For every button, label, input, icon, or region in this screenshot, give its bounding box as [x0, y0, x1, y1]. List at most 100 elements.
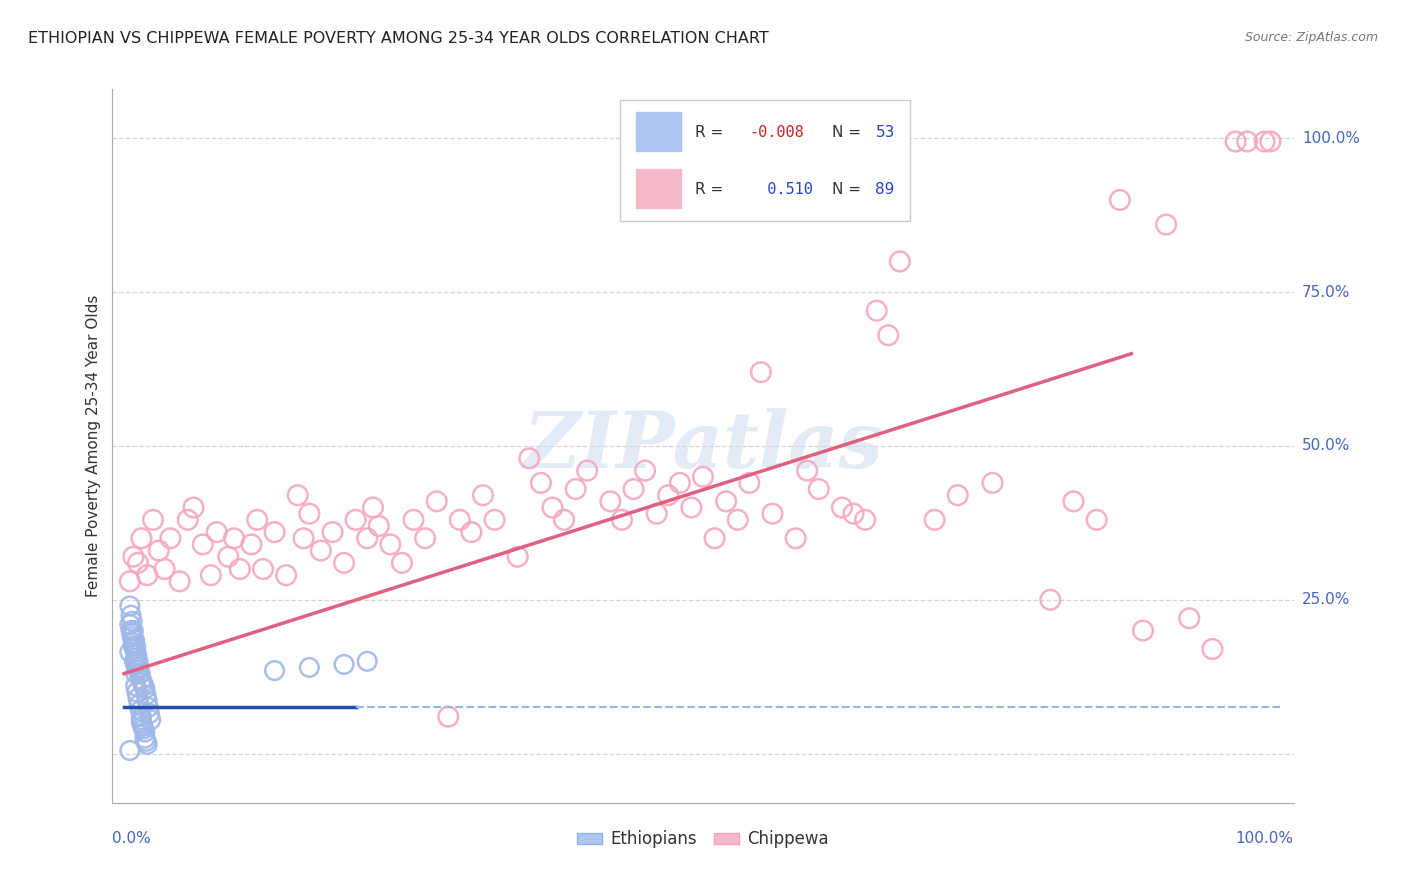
Point — [472, 488, 495, 502]
Point — [1236, 135, 1258, 149]
Point — [159, 531, 181, 545]
Point — [853, 513, 876, 527]
Point — [749, 365, 772, 379]
Point — [138, 706, 160, 721]
Point — [831, 500, 853, 515]
Legend: Ethiopians, Chippewa: Ethiopians, Chippewa — [571, 824, 835, 855]
Point — [981, 475, 1004, 490]
Text: 89: 89 — [876, 182, 894, 196]
Point — [153, 562, 176, 576]
Point — [131, 709, 153, 723]
Point — [129, 704, 152, 718]
Point — [413, 531, 436, 545]
Point — [125, 648, 148, 662]
Point — [714, 494, 737, 508]
Point — [1260, 135, 1282, 149]
Point — [361, 500, 384, 515]
Point — [657, 488, 679, 502]
Point — [124, 666, 146, 681]
Point — [541, 500, 564, 515]
Point — [866, 303, 889, 318]
Point — [138, 700, 160, 714]
Point — [367, 519, 389, 533]
Text: 50.0%: 50.0% — [1302, 439, 1350, 453]
Point — [124, 651, 146, 665]
Point — [738, 475, 761, 490]
Point — [136, 568, 159, 582]
Point — [121, 626, 143, 640]
Point — [246, 513, 269, 527]
Point — [121, 615, 143, 629]
Point — [252, 562, 274, 576]
Point — [205, 525, 228, 540]
Text: 100.0%: 100.0% — [1302, 131, 1360, 146]
FancyBboxPatch shape — [636, 112, 681, 152]
Point — [530, 475, 553, 490]
Text: -0.008: -0.008 — [749, 125, 804, 139]
Point — [517, 451, 540, 466]
Point — [599, 494, 621, 508]
Point — [127, 664, 149, 678]
Text: 100.0%: 100.0% — [1236, 830, 1294, 846]
Point — [553, 513, 575, 527]
Text: 0.0%: 0.0% — [112, 830, 152, 846]
Point — [344, 513, 367, 527]
Point — [131, 713, 153, 727]
Point — [449, 513, 471, 527]
Point — [356, 654, 378, 668]
Point — [727, 513, 749, 527]
Point — [200, 568, 222, 582]
Point — [120, 608, 142, 623]
Point — [229, 562, 252, 576]
Point — [610, 513, 633, 527]
Point — [121, 630, 143, 644]
Point — [124, 654, 146, 668]
Point — [263, 525, 285, 540]
Point — [122, 639, 145, 653]
Point — [298, 507, 321, 521]
Point — [506, 549, 529, 564]
Point — [136, 737, 159, 751]
Point — [125, 685, 148, 699]
Point — [681, 500, 703, 515]
Text: 25.0%: 25.0% — [1302, 592, 1350, 607]
Y-axis label: Female Poverty Among 25-34 Year Olds: Female Poverty Among 25-34 Year Olds — [86, 295, 101, 597]
Point — [1039, 592, 1062, 607]
Point — [118, 599, 141, 613]
Point — [484, 513, 506, 527]
Point — [333, 657, 356, 672]
Point — [703, 531, 725, 545]
Point — [276, 568, 298, 582]
Point — [131, 673, 153, 687]
Point — [122, 549, 145, 564]
Point — [191, 537, 214, 551]
Point — [131, 531, 153, 545]
Point — [127, 654, 149, 668]
Point — [131, 719, 153, 733]
Point — [124, 645, 146, 659]
Point — [426, 494, 449, 508]
Point — [132, 722, 155, 736]
Point — [669, 475, 692, 490]
Point — [402, 513, 425, 527]
Point — [1201, 642, 1223, 657]
Point — [924, 513, 946, 527]
Point — [1253, 135, 1275, 149]
Point — [287, 488, 309, 502]
Point — [842, 507, 865, 521]
Point — [118, 617, 141, 632]
Point — [634, 464, 657, 478]
Text: R =: R = — [695, 182, 728, 196]
Point — [645, 507, 668, 521]
Point — [564, 482, 586, 496]
Point — [1132, 624, 1154, 638]
Point — [134, 725, 156, 739]
Point — [889, 254, 911, 268]
Point — [222, 531, 245, 545]
Text: ZIPatlas: ZIPatlas — [523, 408, 883, 484]
Point — [142, 513, 165, 527]
Point — [292, 531, 315, 545]
Point — [391, 556, 413, 570]
Point — [124, 679, 146, 693]
Point — [946, 488, 969, 502]
